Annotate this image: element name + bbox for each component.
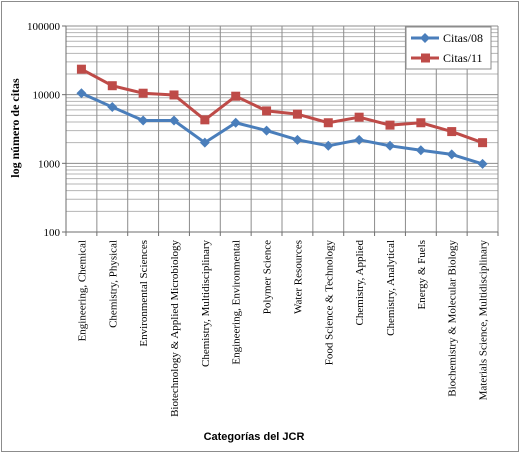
data-point — [323, 140, 334, 151]
series-group — [76, 64, 488, 169]
data-point — [199, 137, 210, 148]
x-tick-label: Chemistry, Multidisciplinary — [200, 240, 212, 367]
data-point — [262, 106, 272, 116]
legend-box — [405, 26, 492, 70]
x-tick-label: Environmental Sciences — [138, 240, 150, 347]
data-point — [76, 64, 86, 74]
x-tick-label: Chemistry, Physical — [107, 240, 119, 328]
data-point — [200, 115, 210, 125]
x-tick-label: Chemistry, Analytical — [385, 240, 397, 336]
x-tick-label: Water Resources — [292, 240, 304, 314]
data-point — [169, 115, 179, 126]
data-point — [292, 134, 303, 145]
data-point — [76, 88, 87, 99]
data-point — [323, 118, 333, 128]
data-point — [354, 112, 364, 122]
data-point — [107, 102, 118, 113]
data-point — [107, 81, 117, 91]
y-tick-label: 100000 — [27, 21, 61, 33]
legend: Citas/08 Citas/11 — [405, 26, 492, 70]
legend-marker — [420, 33, 430, 43]
y-tick-label: 1000 — [38, 158, 61, 170]
series-line — [80, 91, 484, 166]
data-point — [230, 117, 241, 128]
x-tick-label: Energy & Fuels — [416, 240, 428, 309]
data-point — [446, 149, 457, 160]
legend-label: Citas/08 — [443, 31, 483, 45]
x-tick-label: Food Science & Technology — [323, 240, 335, 366]
y-tick-label: 100 — [44, 227, 61, 239]
x-tick-label: Chemistry, Applied — [354, 240, 366, 326]
legend-marker — [421, 53, 430, 63]
data-point — [478, 138, 488, 148]
x-tick-label: Engineering, Environmental — [231, 240, 243, 365]
series-line — [80, 67, 484, 145]
x-tick-label: Biotechnology & Applied Microbiology — [169, 240, 181, 417]
x-tick-label: Engineering, Chemical — [76, 240, 88, 341]
data-point — [261, 125, 272, 136]
data-point — [385, 120, 395, 130]
data-point — [415, 145, 426, 156]
data-point — [477, 158, 488, 169]
legend-label: Citas/11 — [443, 51, 483, 65]
data-point — [231, 91, 241, 101]
x-tick-label: Biochemistry & Molecular Biology — [447, 240, 459, 397]
data-point — [169, 90, 179, 100]
data-point — [292, 109, 302, 119]
data-point — [138, 88, 148, 98]
data-point — [354, 134, 365, 145]
x-tick-labels: Engineering, Chemical Chemistry, Physical… — [76, 240, 489, 417]
x-axis-label: Categorías del JCR — [204, 431, 305, 443]
y-axis-label: log número de citas — [8, 78, 22, 178]
data-point — [447, 127, 457, 137]
y-tick-labels: 100 1000 10000 100000 — [27, 21, 61, 239]
data-point — [416, 118, 426, 128]
data-point — [385, 140, 395, 151]
data-point — [138, 115, 149, 126]
x-tick-label: Materials Science, Multidisciplinary — [478, 240, 490, 401]
y-tick-label: 10000 — [33, 90, 61, 102]
x-tick-label: Polymer Science — [262, 240, 274, 314]
axes — [62, 25, 499, 236]
